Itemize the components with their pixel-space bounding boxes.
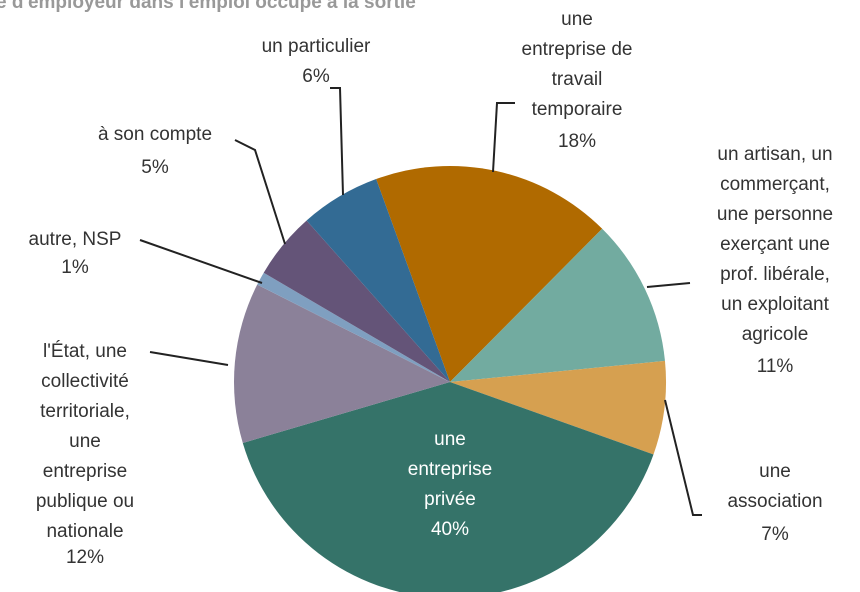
- value-label: 12%: [66, 547, 104, 568]
- pie-slice: [242, 382, 654, 592]
- value-label: 1%: [61, 257, 89, 278]
- value-label: 11%: [757, 356, 794, 377]
- leader-line: [646, 282, 691, 288]
- slice-label: un artisan, un commerçant, une personne exe…: [717, 144, 833, 345]
- slice-label: autre, NSP: [29, 229, 122, 250]
- slice-label: une entreprise privée: [408, 429, 493, 510]
- leader-line: [492, 102, 515, 173]
- pie-slice: [234, 284, 450, 443]
- leader-line: [234, 139, 286, 245]
- pie-slice: [263, 220, 450, 382]
- value-label: 5%: [141, 157, 169, 178]
- slice-label: l'État, une collectivité territoriale, une e…: [36, 341, 134, 542]
- leader-line: [149, 351, 229, 366]
- slice-label: une entreprise de travail temporaire: [522, 9, 633, 120]
- value-label: 18%: [558, 131, 596, 152]
- pie-slice: [306, 179, 450, 382]
- leader-line: [330, 87, 344, 196]
- pie-slice: [450, 360, 666, 455]
- pie-slice: [450, 228, 665, 382]
- slice-label: une association: [727, 461, 822, 512]
- value-label: 6%: [302, 66, 330, 87]
- chart-title: e d'employeur dans l'emploi occupé à la …: [0, 0, 416, 13]
- value-label: 40%: [431, 519, 469, 540]
- leader-line: [139, 239, 263, 284]
- leader-line: [664, 399, 702, 516]
- pie-slice: [257, 272, 450, 382]
- value-label: 7%: [761, 524, 789, 545]
- slice-label: à son compte: [98, 124, 212, 145]
- slice-label: un particulier: [262, 36, 371, 57]
- pie-slice: [376, 166, 603, 382]
